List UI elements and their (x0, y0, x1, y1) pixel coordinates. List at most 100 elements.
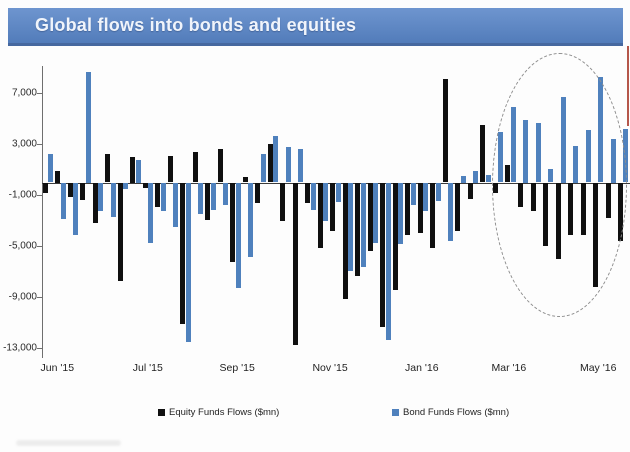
bond-bar (623, 128, 629, 183)
red-edge-artifact (627, 46, 629, 126)
y-tick-label: -9,000 (8, 291, 37, 303)
bond-bar (248, 182, 254, 257)
y-tick-mark (37, 93, 42, 95)
title-banner: Global flows into bonds and equities (8, 8, 623, 46)
y-tick-mark (37, 144, 42, 146)
y-axis-line (42, 66, 43, 358)
x-axis-label: Mar '16 (491, 362, 527, 374)
y-tick-mark (37, 297, 42, 299)
bond-bar (360, 182, 366, 268)
bond-bar (323, 182, 329, 222)
bond-bar (285, 147, 291, 183)
equity-bar (92, 182, 98, 224)
bond-bar (423, 182, 429, 212)
bond-bar (98, 182, 104, 211)
equity-bar (455, 182, 461, 231)
bond-bar (473, 171, 479, 183)
x-axis-label: May '16 (579, 362, 617, 374)
equity-bar (367, 182, 373, 251)
equity-bar (142, 182, 148, 188)
equity-bar (217, 148, 223, 183)
y-tick-label: 7,000 (11, 87, 37, 99)
equity-bar (55, 171, 61, 183)
bond-bar (123, 182, 129, 189)
bond-bar (348, 182, 354, 271)
equity-bar (242, 177, 248, 183)
bond-bar (173, 182, 179, 228)
bond-bar (448, 182, 454, 241)
equity-bar (267, 144, 273, 183)
bond-bar (398, 182, 404, 245)
equity-bar (180, 182, 186, 325)
equity-bar (80, 182, 86, 201)
bond-bar (460, 175, 466, 183)
equity-bar (67, 182, 73, 198)
bond-bar (435, 182, 441, 201)
bond-bar (235, 182, 241, 288)
bond-bar (60, 182, 66, 219)
y-tick-mark (37, 348, 42, 350)
bond-bar (298, 149, 304, 183)
bond-bar (210, 182, 216, 210)
bond-bar (48, 154, 53, 183)
equity-legend-swatch-icon (158, 409, 165, 416)
bond-bar (223, 182, 229, 205)
bond-bar (485, 174, 491, 183)
equity-bar (430, 182, 436, 248)
bond-bar (260, 153, 266, 183)
bond-bar (410, 182, 416, 205)
equity-bar (167, 156, 173, 183)
bond-bar (85, 71, 91, 183)
bond-legend-label: Bond Funds Flows ($mn) (403, 407, 510, 418)
faint-smudge-artifact (16, 440, 121, 446)
equity-bar (192, 151, 198, 183)
bond-bar (135, 159, 141, 183)
equity-bar (205, 182, 211, 220)
bond-bar (198, 182, 204, 214)
equity-bar (317, 182, 323, 248)
x-axis-label: Jun '15 (40, 362, 75, 374)
legend-item-bond: Bond Funds Flows ($mn) (392, 407, 509, 418)
bond-bar (73, 182, 79, 236)
bond-bar (185, 182, 191, 342)
page-title: Global flows into bonds and equities (35, 15, 357, 35)
y-tick-label: 3,000 (11, 138, 37, 150)
y-tick-label: -1,000 (8, 189, 37, 201)
equity-bar (155, 182, 161, 208)
bond-bar (273, 135, 279, 183)
plot-area (42, 53, 630, 356)
equity-bar (230, 182, 236, 262)
x-axis-label: Jul '15 (132, 362, 163, 374)
bond-bar (373, 182, 379, 243)
equity-bar (280, 182, 286, 222)
bond-bar (110, 182, 116, 217)
equity-bar (417, 182, 423, 233)
x-axis-label: Jan '16 (405, 362, 439, 374)
equity-bar (255, 182, 261, 203)
bond-bar (148, 182, 154, 244)
equity-bar (42, 182, 48, 193)
equity-bar (292, 182, 298, 345)
bond-bar (335, 182, 341, 203)
bond-bar (160, 182, 166, 211)
y-tick-label: -5,000 (8, 240, 37, 252)
equity-bar (105, 153, 111, 183)
y-tick-mark (37, 246, 42, 248)
equity-bar (467, 182, 473, 200)
equity-bar (355, 182, 361, 276)
equity-bar (117, 182, 123, 282)
equity-bar (392, 182, 398, 291)
y-tick-label: -13,000 (3, 342, 37, 354)
bond-bar (310, 182, 316, 210)
equity-bar (305, 182, 311, 203)
equity-legend-label: Equity Funds Flows ($mn) (169, 407, 280, 418)
equity-bar (405, 182, 411, 235)
bond-legend-swatch-icon (392, 409, 399, 416)
x-axis-label: Nov '15 (312, 362, 348, 374)
bond-bar (385, 182, 391, 341)
equity-bar (342, 182, 348, 299)
equity-bar (380, 182, 386, 327)
equity-bar (442, 79, 448, 183)
equity-bar (330, 182, 336, 231)
